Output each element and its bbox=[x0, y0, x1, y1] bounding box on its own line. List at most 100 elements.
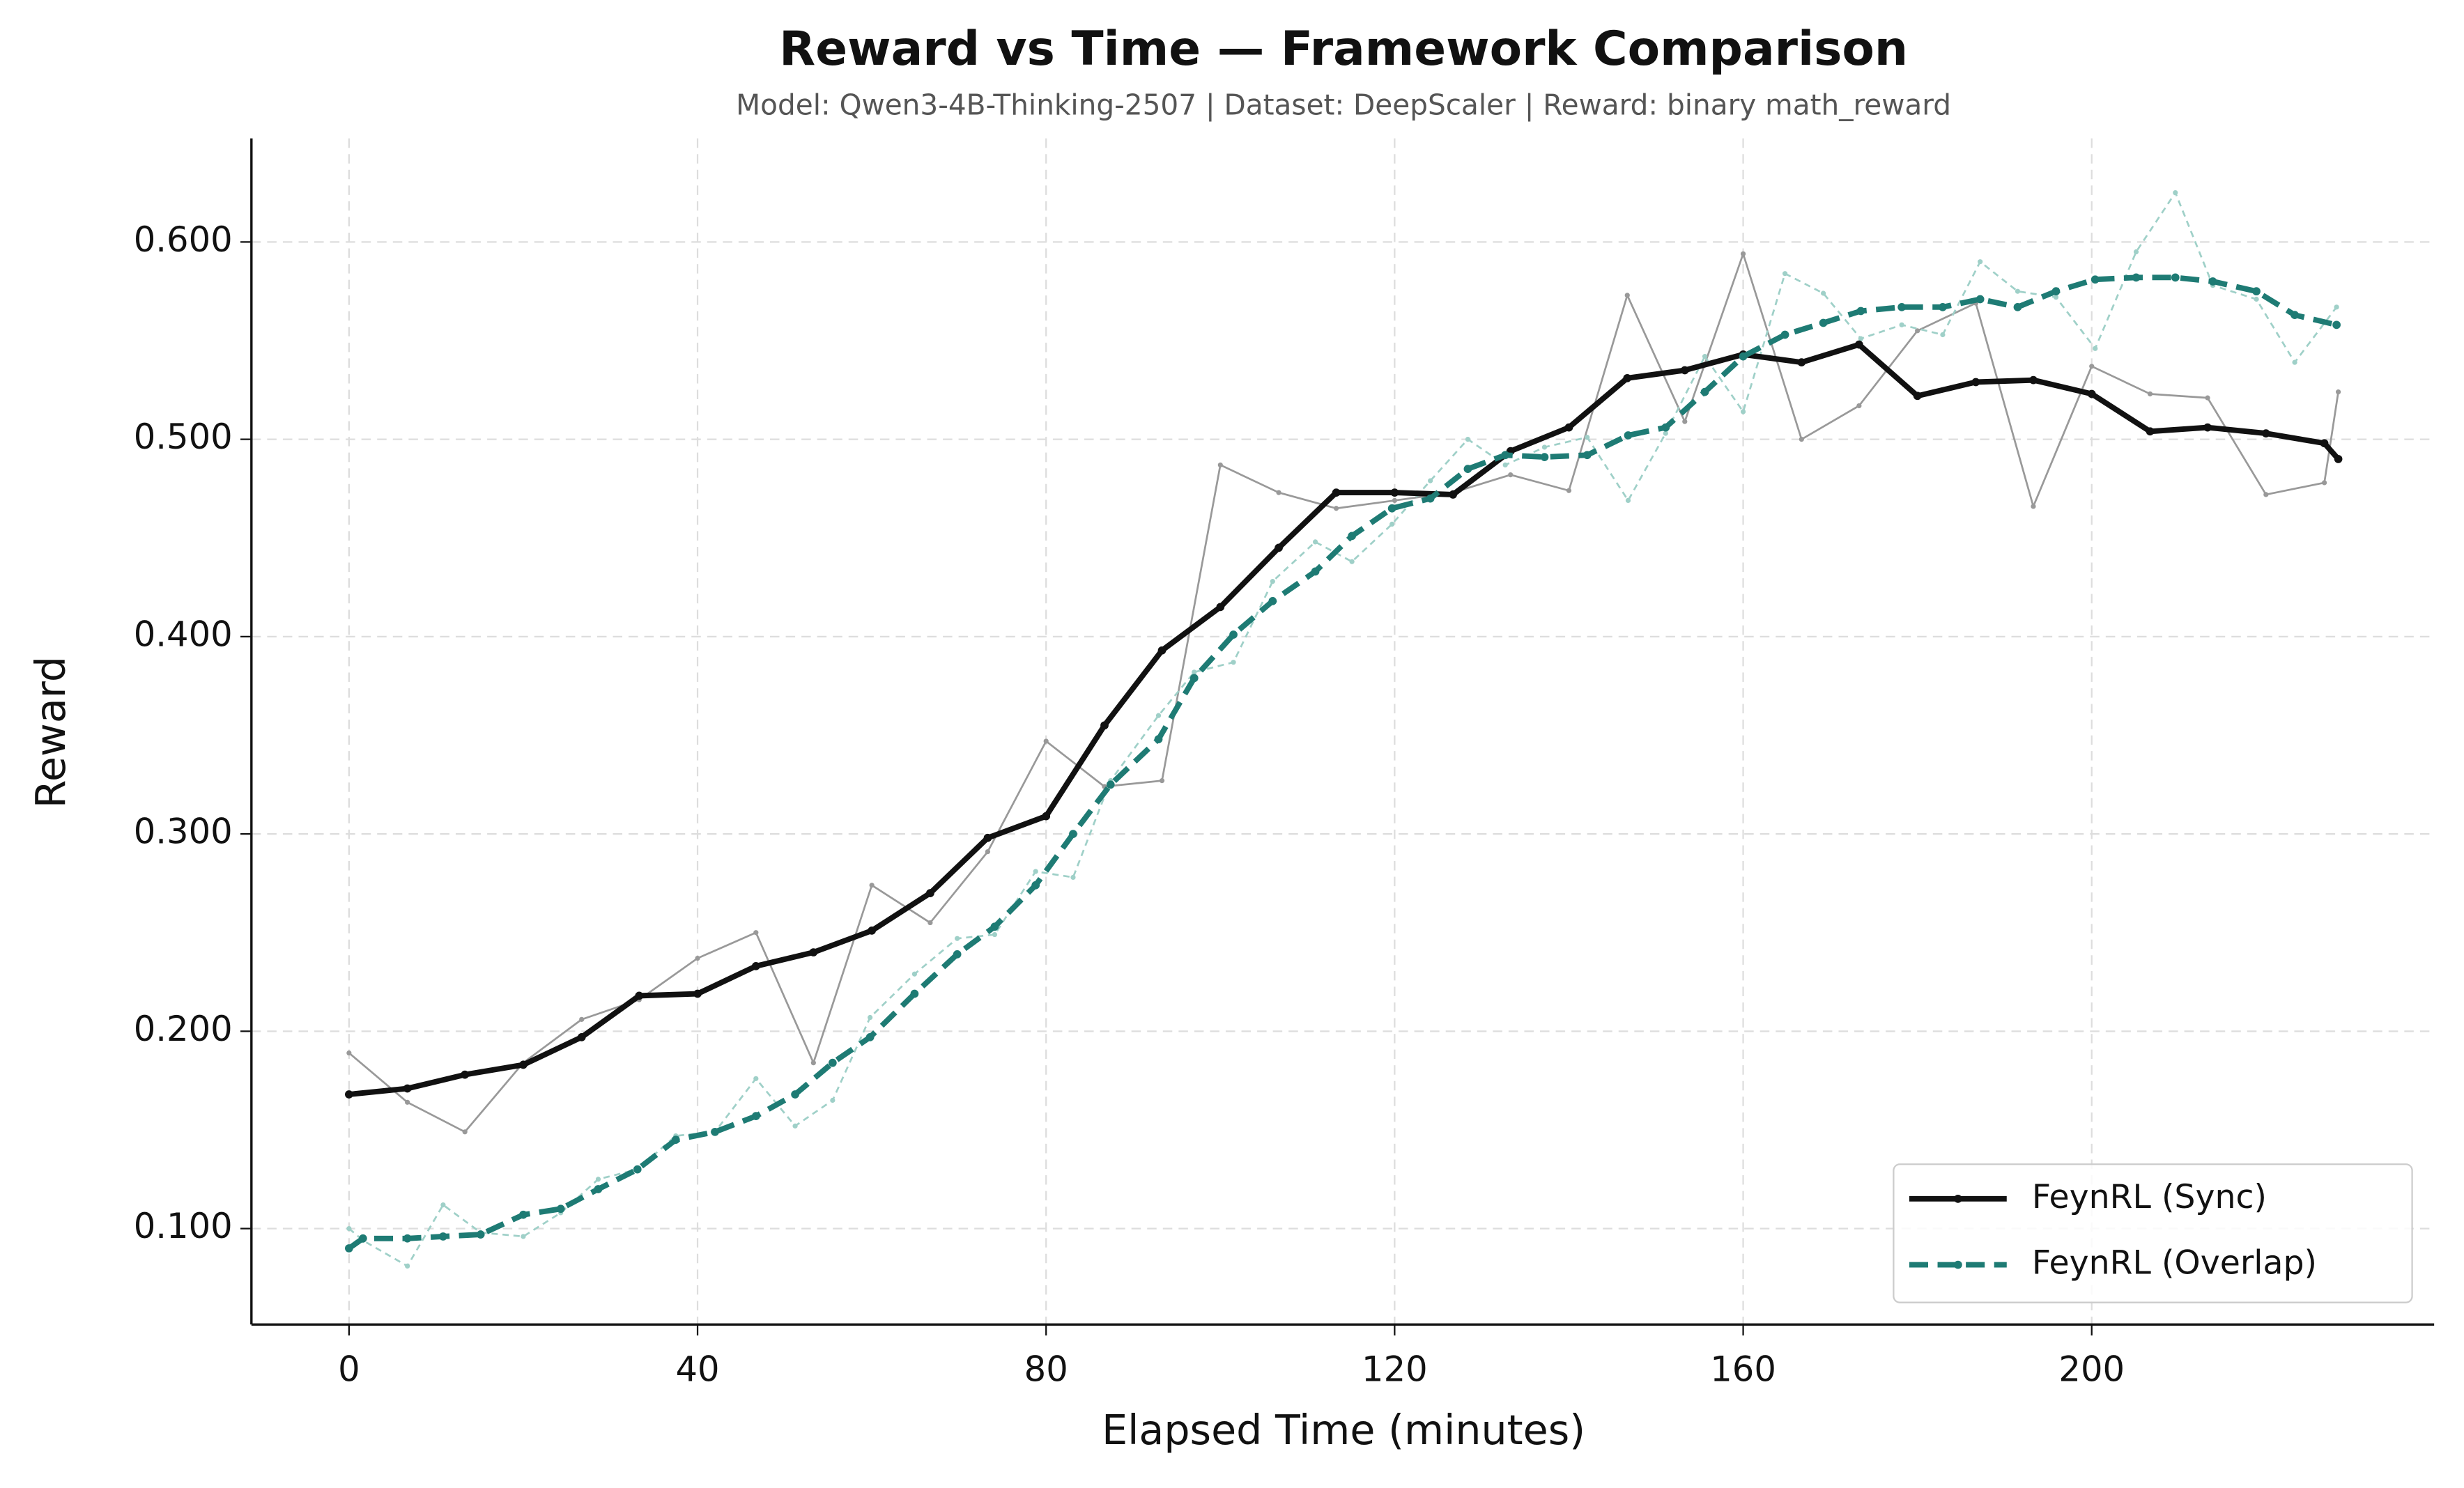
smoothed-line-point bbox=[1583, 451, 1592, 460]
smoothed-line-point bbox=[1216, 603, 1225, 612]
smoothed-line-point bbox=[926, 889, 934, 897]
smoothed-line-point bbox=[1426, 494, 1435, 503]
legend-label: FeynRL (Overlap) bbox=[2032, 1244, 2317, 1282]
smoothed-line-point bbox=[2252, 287, 2261, 296]
raw-line-point bbox=[1465, 437, 1471, 442]
raw-line-point bbox=[2335, 389, 2341, 395]
smoothed-line bbox=[348, 341, 2341, 1097]
smoothed-line-point bbox=[2208, 277, 2217, 286]
raw-line-point bbox=[405, 1263, 410, 1269]
raw-line-point bbox=[1585, 435, 1590, 440]
y-tick-label: 0.200 bbox=[134, 1009, 233, 1049]
smoothed-line-point bbox=[403, 1234, 412, 1243]
raw-line-point bbox=[440, 1202, 446, 1208]
smoothed-line-point bbox=[1897, 302, 1907, 311]
smoothed-line-point bbox=[577, 1032, 586, 1041]
raw-line-point bbox=[1159, 778, 1165, 784]
smoothed-line-point bbox=[1387, 504, 1396, 513]
raw-line-point bbox=[2089, 364, 2095, 369]
raw-line-point bbox=[1392, 497, 1397, 504]
smoothed-line-point bbox=[1540, 453, 1549, 461]
y-axis-label: Reward bbox=[27, 656, 75, 808]
smoothed-line-point bbox=[1189, 674, 1199, 683]
legend-marker bbox=[1953, 1194, 1962, 1203]
smoothed-line-point bbox=[1739, 352, 1748, 361]
smoothed-line-point bbox=[439, 1232, 447, 1241]
smoothed-line-point bbox=[828, 1058, 837, 1067]
smoothed-line-point bbox=[1819, 318, 1828, 327]
legend-marker bbox=[1953, 1260, 1962, 1269]
raw-line-point bbox=[1915, 328, 1920, 334]
raw-line-point bbox=[1899, 322, 1904, 327]
raw-line-point bbox=[2334, 304, 2339, 310]
smoothed-line-point bbox=[2051, 287, 2061, 296]
smoothed-line-point bbox=[2132, 273, 2141, 282]
smoothed-line-point bbox=[983, 833, 992, 842]
raw-line-point bbox=[579, 1016, 585, 1022]
smoothed-line-point bbox=[2261, 429, 2270, 437]
raw-line-point bbox=[869, 883, 875, 888]
smoothed-line-point bbox=[2332, 320, 2341, 330]
x-axis-label: Elapsed Time (minutes) bbox=[1102, 1406, 1585, 1454]
raw-line-point bbox=[792, 1123, 798, 1129]
raw-line-point bbox=[1624, 293, 1630, 298]
raw-line-point bbox=[1541, 444, 1548, 450]
smoothed-line-point bbox=[2334, 455, 2343, 463]
smoothed-line-point bbox=[2320, 439, 2329, 448]
raw-line bbox=[348, 192, 2338, 1267]
raw-line-point bbox=[405, 1099, 410, 1105]
smoothed-line-point bbox=[461, 1070, 470, 1079]
smoothed-line-point bbox=[359, 1234, 367, 1243]
smoothed-line-point bbox=[1700, 387, 1709, 396]
raw-line-point bbox=[753, 1076, 759, 1081]
smoothed-line-point bbox=[751, 1112, 760, 1121]
raw-line-point bbox=[2015, 288, 2021, 294]
smoothed-line-point bbox=[1449, 490, 1458, 499]
x-tick-label: 0 bbox=[338, 1349, 360, 1389]
raw-line-point bbox=[985, 848, 991, 855]
raw-line-point bbox=[2254, 296, 2259, 302]
smoothed-line-point bbox=[345, 1090, 353, 1099]
smoothed-line-point bbox=[1780, 330, 1789, 339]
smoothed-line-point bbox=[1069, 830, 1077, 838]
raw-line-point bbox=[1625, 497, 1631, 504]
smoothed-line-point bbox=[671, 1136, 680, 1145]
smoothed-line-point bbox=[1501, 451, 1510, 460]
raw-line-point bbox=[1155, 713, 1162, 718]
raw-line-point bbox=[1566, 488, 1572, 493]
smoothed-line-point bbox=[868, 927, 876, 935]
smoothed-line-point bbox=[1855, 340, 1863, 349]
raw-line-point bbox=[1856, 403, 1862, 409]
smoothed-line-point bbox=[476, 1230, 485, 1239]
smoothed-line-point bbox=[345, 1244, 353, 1253]
raw-line-point bbox=[1782, 271, 1788, 277]
smoothed-line-point bbox=[2146, 427, 2155, 436]
smoothed-line-point bbox=[594, 1185, 603, 1193]
raw-line-point bbox=[695, 955, 700, 961]
smoothed-line-point bbox=[2087, 389, 2096, 398]
smoothed-line-point bbox=[1229, 630, 1238, 639]
x-tick-label: 80 bbox=[1024, 1349, 1068, 1389]
smoothed-line-point bbox=[556, 1204, 565, 1214]
raw-line-point bbox=[2093, 346, 2098, 351]
raw-line-point bbox=[2053, 295, 2059, 300]
smoothed-line-point bbox=[519, 1210, 528, 1219]
smoothed-line-point bbox=[403, 1084, 412, 1093]
raw-line-point bbox=[2263, 492, 2269, 497]
raw-line-point bbox=[1043, 738, 1049, 744]
y-tick-label: 0.600 bbox=[134, 219, 233, 260]
smoothed-line-point bbox=[1332, 488, 1341, 497]
raw-line-point bbox=[1820, 290, 1826, 296]
smoothed-line-point bbox=[1268, 597, 1277, 605]
raw-line-point bbox=[1217, 462, 1223, 468]
raw-line-point bbox=[992, 931, 998, 938]
smoothed-line-point bbox=[1154, 735, 1163, 744]
smoothed-line-point bbox=[2090, 275, 2100, 284]
raw-line-point bbox=[2147, 391, 2153, 397]
smoothed-line bbox=[347, 274, 2338, 1251]
smoothed-line-point bbox=[1856, 307, 1865, 316]
smoothed-line-point bbox=[865, 1032, 875, 1041]
raw-line-point bbox=[810, 1060, 816, 1066]
raw-line-point bbox=[753, 930, 759, 936]
